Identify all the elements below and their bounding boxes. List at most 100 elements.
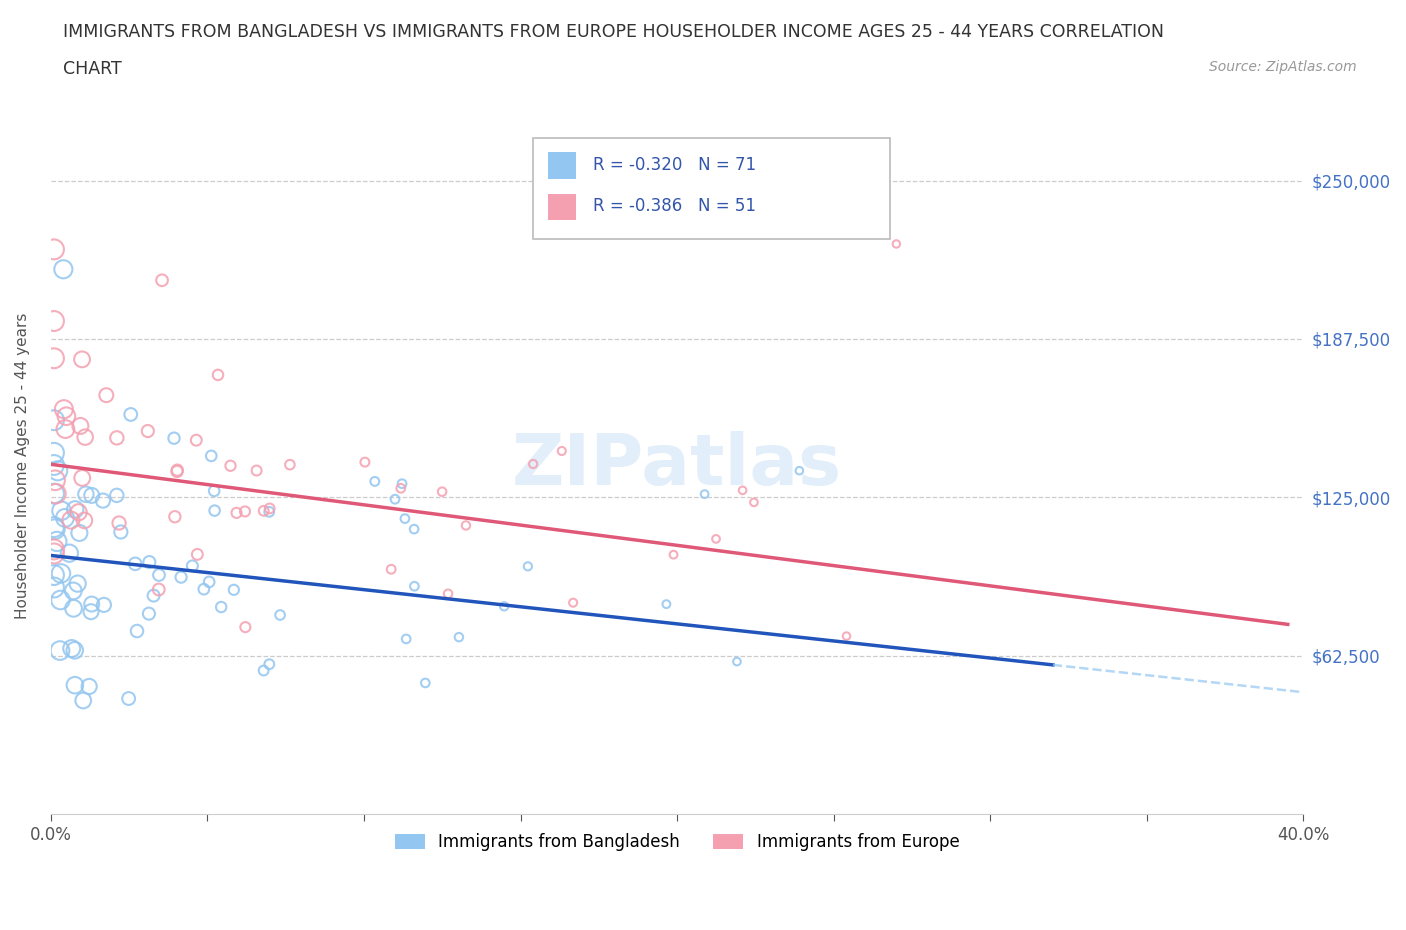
Point <box>72 693 94 708</box>
Point <box>246 463 269 478</box>
Point <box>49 592 72 607</box>
Point <box>235 619 257 634</box>
Point <box>63 502 86 517</box>
Point <box>120 407 142 422</box>
Point <box>257 504 280 519</box>
Point <box>742 495 765 510</box>
Text: ZIPatlas: ZIPatlas <box>512 432 842 500</box>
Point <box>413 675 436 690</box>
Point <box>437 586 460 601</box>
Point <box>163 431 186 445</box>
Point <box>62 583 84 598</box>
Text: R = -0.386   N = 51: R = -0.386 N = 51 <box>593 197 756 216</box>
Text: IMMIGRANTS FROM BANGLADESH VS IMMIGRANTS FROM EUROPE HOUSEHOLDER INCOME AGES 25 : IMMIGRANTS FROM BANGLADESH VS IMMIGRANTS… <box>63 23 1164 41</box>
Point <box>225 505 247 520</box>
Point <box>551 444 574 458</box>
Point <box>42 580 65 595</box>
Point <box>42 313 65 328</box>
Point <box>204 503 226 518</box>
Point <box>53 511 76 525</box>
Point <box>42 458 65 472</box>
Point <box>124 556 146 571</box>
Point <box>166 463 188 478</box>
Point <box>70 352 93 366</box>
Point <box>60 641 83 656</box>
Point <box>80 604 103 619</box>
Point <box>55 409 77 424</box>
Point <box>380 562 402 577</box>
Point <box>704 531 727 546</box>
Point <box>562 595 585 610</box>
Point <box>516 559 538 574</box>
Point <box>42 486 65 501</box>
Point <box>67 505 90 520</box>
Point <box>45 486 67 501</box>
Point <box>186 432 208 447</box>
Point <box>404 578 426 593</box>
Point <box>148 567 170 582</box>
Point <box>259 501 281 516</box>
Point <box>163 510 186 525</box>
Point <box>886 236 908 251</box>
Point <box>193 581 215 596</box>
Point <box>77 679 100 694</box>
Point <box>51 503 73 518</box>
Text: CHART: CHART <box>63 60 122 78</box>
Point <box>67 525 90 540</box>
Point <box>789 463 811 478</box>
Point <box>63 678 86 693</box>
Point <box>55 421 77 436</box>
Point <box>207 367 229 382</box>
Point <box>105 488 128 503</box>
Point <box>364 474 387 489</box>
Y-axis label: Householder Income Ages 25 - 44 years: Householder Income Ages 25 - 44 years <box>15 312 30 618</box>
Point <box>166 464 188 479</box>
Point <box>70 471 93 485</box>
Point <box>91 493 114 508</box>
Point <box>42 546 65 561</box>
FancyBboxPatch shape <box>533 139 890 239</box>
Point <box>384 492 406 507</box>
Point <box>404 522 426 537</box>
Point <box>662 547 685 562</box>
Point <box>58 546 80 561</box>
Text: Source: ZipAtlas.com: Source: ZipAtlas.com <box>1209 60 1357 74</box>
Point <box>202 484 225 498</box>
Point <box>198 575 221 590</box>
Point <box>219 458 242 473</box>
Point <box>93 597 115 612</box>
Point <box>494 599 516 614</box>
Point <box>142 588 165 603</box>
Point <box>96 388 118 403</box>
Point <box>259 657 281 671</box>
Point <box>200 448 222 463</box>
Point <box>42 413 65 428</box>
Point <box>42 242 65 257</box>
Point <box>835 629 858 644</box>
Point <box>454 518 477 533</box>
Point <box>42 520 65 535</box>
Point <box>118 691 141 706</box>
Point <box>44 522 66 537</box>
Point <box>136 423 159 438</box>
Point <box>80 488 103 503</box>
Point <box>430 485 453 499</box>
Point <box>725 654 748 669</box>
Point <box>148 582 170 597</box>
Point <box>52 402 75 417</box>
Point <box>186 547 208 562</box>
Legend: Immigrants from Bangladesh, Immigrants from Europe: Immigrants from Bangladesh, Immigrants f… <box>388 827 966 857</box>
Point <box>222 582 245 597</box>
Point <box>269 607 291 622</box>
Point <box>75 430 97 445</box>
Point <box>110 525 132 539</box>
Point <box>108 515 131 530</box>
Point <box>75 486 97 501</box>
Point <box>395 631 418 646</box>
Point <box>447 630 470 644</box>
Point <box>389 481 412 496</box>
Point <box>138 554 160 569</box>
Point <box>150 272 173 287</box>
Point <box>233 504 256 519</box>
Point <box>209 600 232 615</box>
